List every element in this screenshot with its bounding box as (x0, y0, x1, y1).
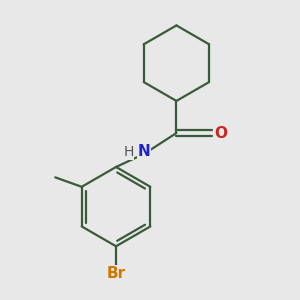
Text: H: H (123, 145, 134, 159)
Text: Br: Br (106, 266, 126, 281)
Text: O: O (214, 125, 227, 140)
Text: N: N (138, 144, 151, 159)
